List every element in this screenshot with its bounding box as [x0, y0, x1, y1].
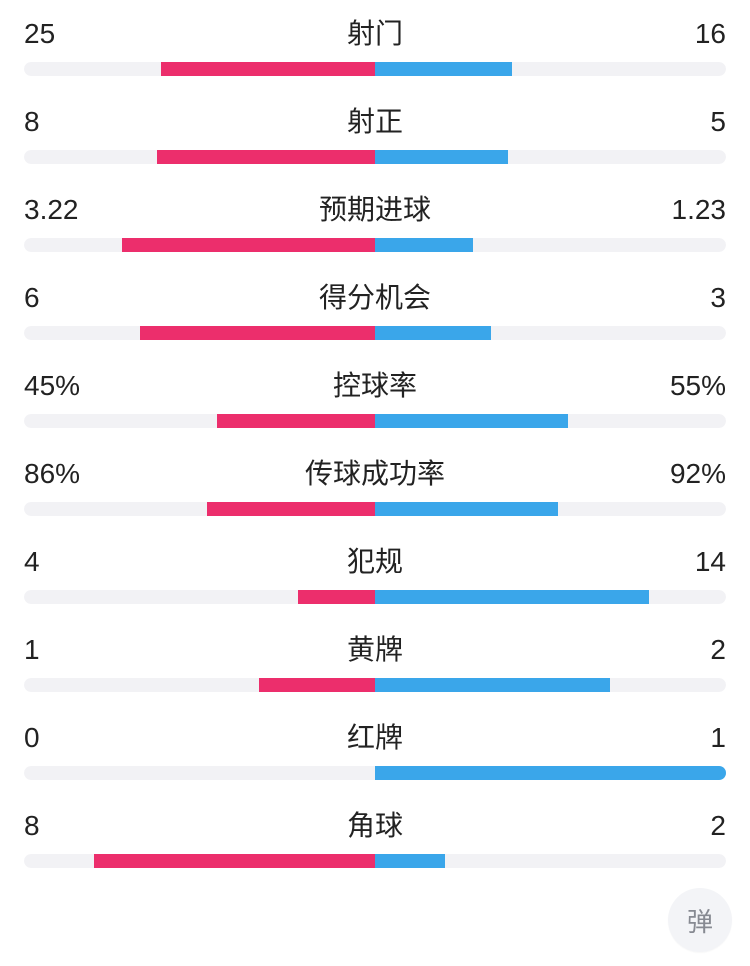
- stat-value-left: 6: [24, 282, 94, 314]
- stat-label: 预期进球: [94, 188, 656, 228]
- stat-bar-fill-right: [375, 238, 473, 252]
- stat-value-right: 55%: [656, 370, 726, 402]
- stat-label: 红牌: [94, 716, 656, 756]
- stat-row: 45%控球率55%: [24, 364, 726, 428]
- stat-value-right: 2: [656, 634, 726, 666]
- stat-bar-fill-left: [259, 678, 375, 692]
- stat-bar: [24, 678, 726, 692]
- stat-bar: [24, 590, 726, 604]
- stat-bar: [24, 502, 726, 516]
- stat-value-right: 2: [656, 810, 726, 842]
- stat-bar: [24, 414, 726, 428]
- stat-row: 8角球2: [24, 804, 726, 868]
- stat-value-right: 5: [656, 106, 726, 138]
- stat-label: 黄牌: [94, 628, 656, 668]
- stat-bar-fill-right: [375, 766, 726, 780]
- stat-bar-fill-right: [375, 326, 491, 340]
- stat-value-right: 1: [656, 722, 726, 754]
- stat-bar: [24, 238, 726, 252]
- stat-bar: [24, 62, 726, 76]
- stat-bar-fill-left: [157, 150, 375, 164]
- stat-bar-fill-left: [122, 238, 375, 252]
- stat-value-left: 3.22: [24, 194, 94, 226]
- stat-value-right: 3: [656, 282, 726, 314]
- stat-row: 4犯规14: [24, 540, 726, 604]
- stat-bar-fill-right: [375, 502, 558, 516]
- stat-row: 8射正5: [24, 100, 726, 164]
- stat-value-left: 8: [24, 106, 94, 138]
- stat-bar-fill-right: [375, 590, 649, 604]
- stat-value-right: 1.23: [656, 194, 726, 226]
- stat-value-left: 25: [24, 18, 94, 50]
- stat-label: 控球率: [94, 364, 656, 404]
- stat-bar: [24, 150, 726, 164]
- stat-row: 3.22预期进球1.23: [24, 188, 726, 252]
- match-stats-list: 25射门168射正53.22预期进球1.236得分机会345%控球率55%86%…: [24, 12, 726, 868]
- stat-label: 传球成功率: [94, 452, 656, 492]
- stat-bar-fill-right: [375, 678, 610, 692]
- danmaku-button[interactable]: 弹: [668, 888, 732, 952]
- stat-bar: [24, 854, 726, 868]
- stat-value-left: 1: [24, 634, 94, 666]
- stat-bar-fill-right: [375, 62, 512, 76]
- stat-value-left: 86%: [24, 458, 94, 490]
- stat-bar-fill-left: [94, 854, 375, 868]
- stat-bar-fill-left: [217, 414, 375, 428]
- stat-bar-fill-right: [375, 854, 445, 868]
- stat-label: 射门: [94, 12, 656, 52]
- stat-row: 86%传球成功率92%: [24, 452, 726, 516]
- stat-bar-fill-left: [298, 590, 375, 604]
- stat-bar-fill-right: [375, 414, 568, 428]
- stat-value-left: 4: [24, 546, 94, 578]
- stat-row: 1黄牌2: [24, 628, 726, 692]
- stat-row: 0红牌1: [24, 716, 726, 780]
- stat-label: 射正: [94, 100, 656, 140]
- stat-value-right: 92%: [656, 458, 726, 490]
- stat-label: 得分机会: [94, 276, 656, 316]
- stat-value-left: 8: [24, 810, 94, 842]
- stat-label: 犯规: [94, 540, 656, 580]
- stat-bar: [24, 766, 726, 780]
- stat-value-left: 0: [24, 722, 94, 754]
- stat-label: 角球: [94, 804, 656, 844]
- stat-value-left: 45%: [24, 370, 94, 402]
- stat-bar-fill-left: [140, 326, 375, 340]
- stat-value-right: 16: [656, 18, 726, 50]
- stat-bar: [24, 326, 726, 340]
- stat-bar-fill-left: [207, 502, 375, 516]
- stat-value-right: 14: [656, 546, 726, 578]
- stat-row: 6得分机会3: [24, 276, 726, 340]
- danmaku-button-label: 弹: [687, 902, 713, 939]
- stat-row: 25射门16: [24, 12, 726, 76]
- stat-bar-fill-left: [161, 62, 375, 76]
- stat-bar-fill-right: [375, 150, 508, 164]
